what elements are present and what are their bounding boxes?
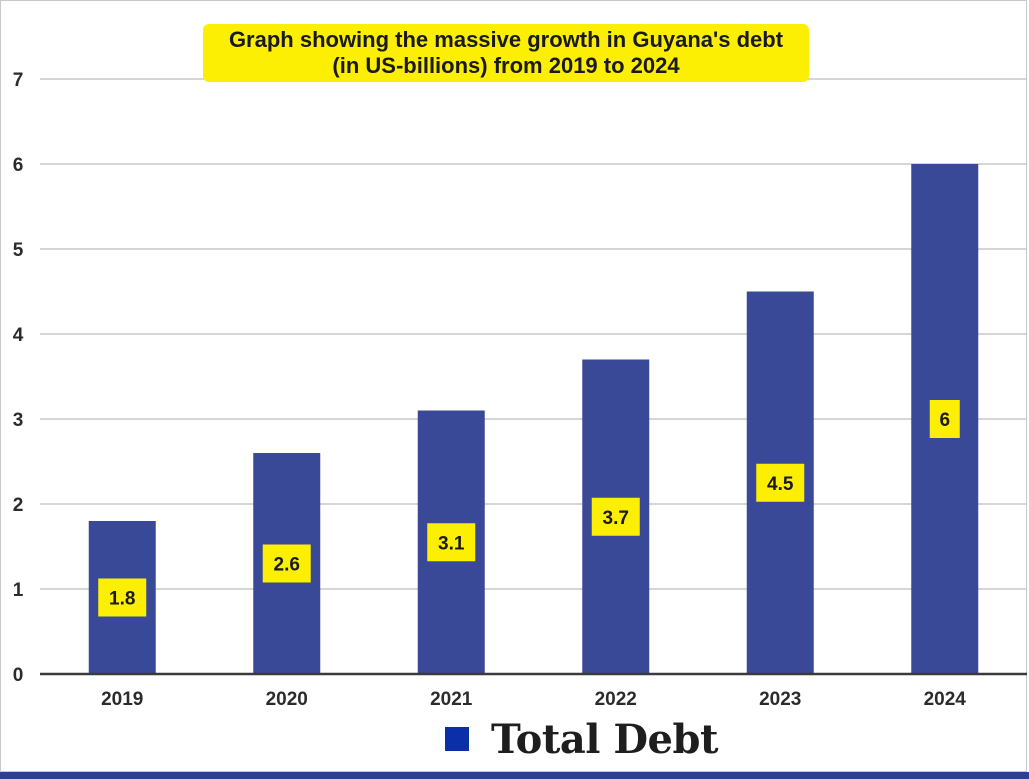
data-label-bg-2023 bbox=[756, 463, 805, 502]
data-label-bg-2020 bbox=[262, 544, 311, 583]
legend-label: Total Debt bbox=[491, 715, 718, 763]
y-tick-label: 0 bbox=[13, 665, 24, 686]
data-label-2019: 1.8 bbox=[109, 589, 135, 610]
data-label-2022: 3.7 bbox=[603, 508, 629, 529]
data-label-2021: 3.1 bbox=[438, 533, 465, 554]
x-tick-label: 2020 bbox=[266, 689, 308, 710]
legend-swatch bbox=[445, 727, 469, 751]
chart-title-box: Graph showing the massive growth in Guya… bbox=[203, 24, 809, 82]
x-tick-label: 2021 bbox=[430, 689, 473, 710]
bottom-border-bar bbox=[0, 772, 1029, 779]
x-axis-ticks: 2019 2020 2021 2022 2023 2024 bbox=[101, 689, 966, 710]
y-tick-label: 6 bbox=[13, 155, 24, 176]
y-tick-label: 3 bbox=[13, 410, 24, 431]
data-label-2024: 6 bbox=[939, 410, 950, 431]
data-label-2020: 2.6 bbox=[274, 555, 300, 576]
y-tick-label: 4 bbox=[13, 325, 24, 346]
data-label-bg-2021 bbox=[427, 523, 476, 562]
y-tick-label: 2 bbox=[13, 495, 24, 516]
x-tick-label: 2022 bbox=[595, 689, 637, 710]
y-axis-ticks: 0 1 2 3 4 5 6 7 bbox=[13, 70, 24, 686]
y-tick-label: 1 bbox=[13, 580, 24, 601]
y-tick-label: 7 bbox=[13, 70, 24, 91]
data-label-2023: 4.5 bbox=[767, 474, 794, 495]
gridlines bbox=[40, 78, 1027, 590]
x-tick-label: 2024 bbox=[924, 689, 967, 710]
data-label-bg-2024 bbox=[929, 400, 960, 438]
y-tick-label: 5 bbox=[13, 240, 24, 261]
data-labels: 1.8 2.6 3.1 3.7 4.5 6 bbox=[98, 400, 960, 617]
legend: Total Debt bbox=[445, 715, 718, 763]
x-tick-label: 2019 bbox=[101, 689, 143, 710]
data-label-bg-2019 bbox=[98, 578, 147, 617]
chart-title: Graph showing the massive growth in Guya… bbox=[228, 27, 784, 78]
x-tick-label: 2023 bbox=[759, 689, 801, 710]
data-label-bg-2022 bbox=[591, 497, 640, 536]
